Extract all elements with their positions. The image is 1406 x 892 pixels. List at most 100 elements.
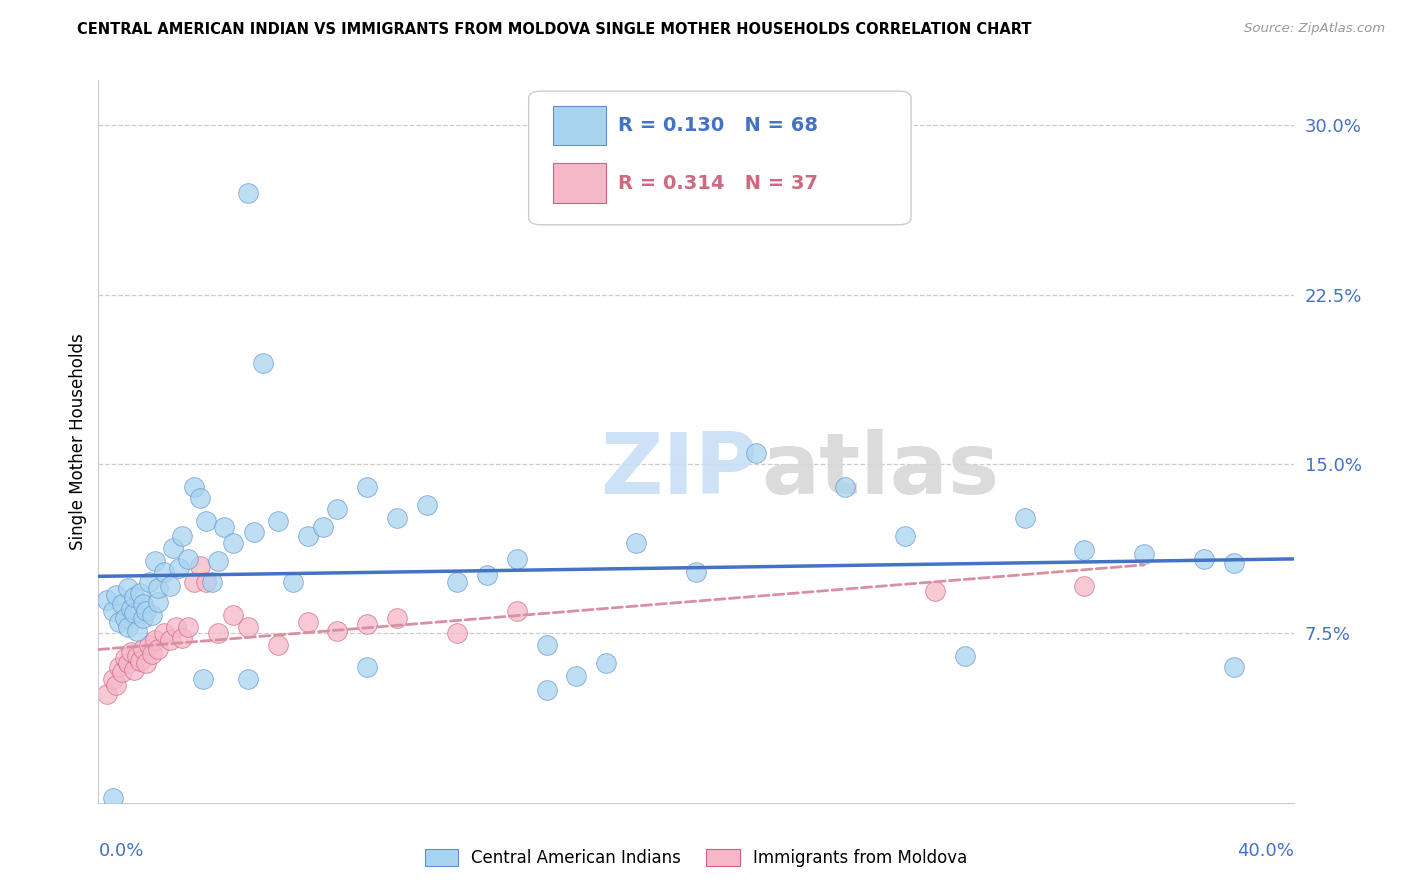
- Point: [117, 656, 139, 670]
- Point: [311, 520, 333, 534]
- Text: 0.0%: 0.0%: [98, 842, 143, 860]
- Text: R = 0.314   N = 37: R = 0.314 N = 37: [619, 174, 818, 193]
- Point: [183, 480, 205, 494]
- Point: [326, 624, 349, 639]
- Point: [129, 586, 152, 600]
- Point: [141, 647, 163, 661]
- Point: [135, 604, 157, 618]
- Point: [243, 524, 266, 539]
- Point: [297, 615, 319, 630]
- Point: [103, 672, 125, 686]
- Point: [117, 582, 139, 596]
- Point: [129, 654, 152, 668]
- Point: [195, 514, 218, 528]
- Point: [138, 638, 160, 652]
- Point: [159, 579, 181, 593]
- Point: [120, 644, 142, 658]
- Point: [177, 552, 200, 566]
- Point: [326, 502, 349, 516]
- Point: [153, 626, 176, 640]
- Point: [236, 620, 259, 634]
- Point: [96, 592, 118, 607]
- Point: [745, 446, 768, 460]
- Text: atlas: atlas: [762, 429, 1000, 512]
- Point: [114, 651, 136, 665]
- Point: [132, 610, 155, 624]
- Point: [117, 620, 139, 634]
- Point: [953, 648, 976, 663]
- Point: [165, 620, 187, 634]
- Point: [135, 656, 157, 670]
- Text: 40.0%: 40.0%: [1237, 842, 1294, 860]
- Y-axis label: Single Mother Households: Single Mother Households: [69, 334, 87, 549]
- Point: [356, 480, 378, 494]
- Point: [1073, 579, 1095, 593]
- Point: [1223, 557, 1246, 571]
- Point: [127, 648, 149, 663]
- Point: [356, 660, 378, 674]
- Point: [108, 660, 131, 674]
- FancyBboxPatch shape: [553, 163, 606, 203]
- Point: [536, 682, 558, 697]
- Point: [1014, 511, 1036, 525]
- Point: [506, 552, 529, 566]
- Point: [201, 574, 224, 589]
- Point: [148, 582, 170, 596]
- Point: [356, 617, 378, 632]
- Point: [446, 574, 468, 589]
- Point: [141, 608, 163, 623]
- Point: [108, 615, 131, 630]
- Point: [162, 541, 184, 555]
- Point: [96, 687, 118, 701]
- Point: [506, 604, 529, 618]
- Point: [148, 595, 170, 609]
- Point: [132, 597, 155, 611]
- Point: [188, 558, 211, 573]
- Point: [167, 561, 190, 575]
- Point: [124, 591, 146, 605]
- Text: R = 0.130   N = 68: R = 0.130 N = 68: [619, 116, 818, 136]
- Point: [143, 554, 166, 568]
- Point: [924, 583, 946, 598]
- Point: [1133, 548, 1156, 562]
- Point: [172, 631, 194, 645]
- Point: [236, 186, 259, 201]
- Point: [105, 588, 128, 602]
- Point: [385, 511, 409, 525]
- Point: [416, 498, 439, 512]
- Point: [172, 529, 194, 543]
- Point: [446, 626, 468, 640]
- Point: [103, 604, 125, 618]
- Point: [595, 656, 617, 670]
- Point: [685, 566, 707, 580]
- Point: [281, 574, 304, 589]
- Point: [536, 638, 558, 652]
- Point: [183, 574, 205, 589]
- Point: [191, 672, 214, 686]
- Point: [127, 624, 149, 639]
- Point: [1223, 660, 1246, 674]
- Point: [267, 514, 290, 528]
- Point: [132, 642, 155, 657]
- Point: [177, 620, 200, 634]
- Point: [834, 480, 856, 494]
- Point: [267, 638, 290, 652]
- Point: [252, 355, 274, 369]
- Point: [143, 633, 166, 648]
- Point: [475, 567, 498, 582]
- Point: [124, 606, 146, 620]
- FancyBboxPatch shape: [553, 105, 606, 145]
- Point: [148, 642, 170, 657]
- Point: [565, 669, 588, 683]
- Point: [222, 608, 245, 623]
- Point: [1073, 542, 1095, 557]
- Point: [159, 633, 181, 648]
- Point: [297, 529, 319, 543]
- Point: [114, 610, 136, 624]
- Point: [103, 791, 125, 805]
- Point: [120, 601, 142, 615]
- Point: [111, 665, 134, 679]
- Point: [236, 672, 259, 686]
- Text: CENTRAL AMERICAN INDIAN VS IMMIGRANTS FROM MOLDOVA SINGLE MOTHER HOUSEHOLDS CORR: CENTRAL AMERICAN INDIAN VS IMMIGRANTS FR…: [77, 22, 1032, 37]
- Point: [105, 678, 128, 692]
